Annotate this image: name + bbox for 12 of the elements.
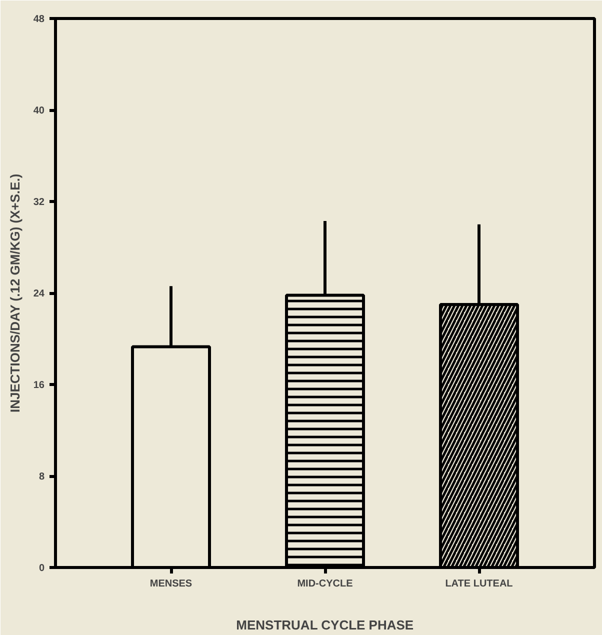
- y-tick-label: 8: [38, 472, 45, 482]
- y-tick-label: 32: [33, 197, 45, 208]
- x-tick-label: MENSES: [150, 578, 192, 590]
- y-tick-label: 48: [33, 14, 45, 25]
- y-tick-label: 16: [33, 380, 45, 391]
- x-tick-label: LATE LUTEAL: [445, 578, 513, 590]
- y-tick-label: 24: [33, 288, 45, 300]
- y-axis-title: INJECTIONS/DAY (.12 GM/KG) (X+S.E.): [7, 174, 22, 412]
- y-tick-label: 40: [33, 106, 45, 116]
- x-axis-title: MENSTRUAL CYCLE PHASE: [236, 618, 414, 632]
- x-tick-label: MID-CYCLE: [297, 578, 354, 590]
- y-tick-label: 0: [38, 563, 45, 574]
